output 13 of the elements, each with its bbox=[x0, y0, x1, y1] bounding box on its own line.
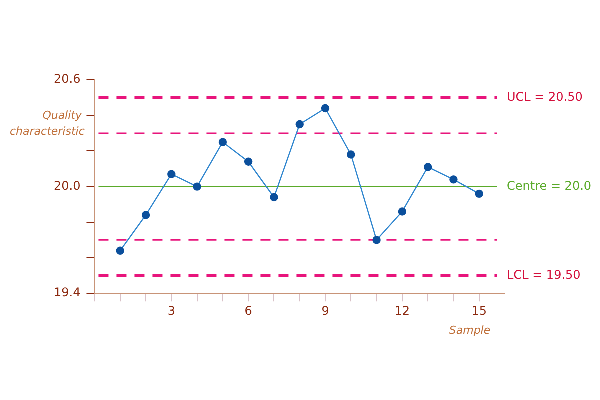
x-axis-title: Sample bbox=[448, 324, 492, 337]
ref-line-label: Centre = 20.0 bbox=[507, 178, 592, 193]
x-tick-label: 9 bbox=[322, 304, 330, 318]
ref-line-label: UCL = 20.50 bbox=[507, 90, 583, 104]
x-tick-label: 3 bbox=[168, 304, 176, 318]
y-tick-label: 20.6 bbox=[54, 72, 81, 86]
x-tick-label: 12 bbox=[394, 304, 410, 318]
y-tick-label: 20.0 bbox=[54, 178, 81, 193]
x-tick-label: 6 bbox=[244, 304, 252, 318]
ref-line-label: LCL = 19.50 bbox=[507, 268, 581, 282]
y-tick-label: 19.4 bbox=[54, 286, 81, 300]
x-tick-label: 15 bbox=[472, 304, 487, 318]
y-axis-title: Quality characteristic bbox=[10, 108, 85, 140]
